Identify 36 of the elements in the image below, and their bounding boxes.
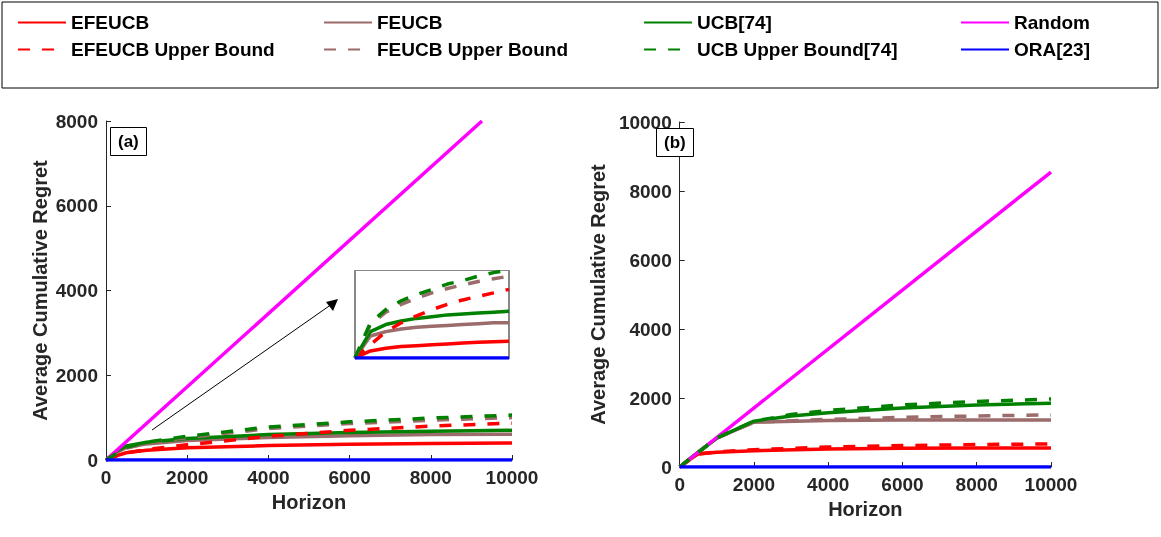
legend-label: UCB Upper Bound[74] xyxy=(697,39,898,60)
y-tick-label: 8000 xyxy=(629,180,672,202)
x-tick-label: 0 xyxy=(674,474,686,495)
y-tick-label: 4000 xyxy=(629,318,672,340)
legend-label: FEUCB xyxy=(377,12,443,33)
y-tick-label: 6000 xyxy=(55,195,98,217)
x-tick-label: 4000 xyxy=(247,467,290,488)
x-tick-label: 10000 xyxy=(1024,474,1078,495)
y-tick-label: 10000 xyxy=(618,111,672,133)
x-tick-label: 6000 xyxy=(328,467,371,488)
x-tick-label: 6000 xyxy=(881,474,924,495)
y-tick-label: 2000 xyxy=(55,364,98,386)
x-tick-label: 10000 xyxy=(485,467,539,488)
x-axis-title: Horizon xyxy=(271,491,347,513)
y-tick-label: 4000 xyxy=(55,280,98,301)
y-tick-label: 6000 xyxy=(629,249,672,271)
y-tick-label: 8000 xyxy=(55,110,98,132)
y-tick-label: 2000 xyxy=(629,387,672,409)
legend-label: UCB[74] xyxy=(697,12,772,33)
y-axis-title: Average Cumulative Regret xyxy=(587,163,609,425)
x-axis-title: Horizon xyxy=(828,498,903,520)
y-tick-label: 0 xyxy=(87,449,98,471)
legend-label: FEUCB Upper Bound xyxy=(377,39,569,60)
legend-label: EFEUCB Upper Bound xyxy=(71,39,275,60)
y-axis-title: Average Cumulative Regret xyxy=(29,159,51,421)
legend-label: ORA[23] xyxy=(1014,39,1091,60)
x-tick-label: 0 xyxy=(100,467,112,488)
text: (b) xyxy=(664,133,686,152)
x-tick-label: 8000 xyxy=(955,474,998,495)
x-tick-label: 4000 xyxy=(807,474,850,495)
legend-label: EFEUCB xyxy=(71,12,150,33)
x-tick-label: 2000 xyxy=(166,467,209,488)
x-tick-label: 8000 xyxy=(409,467,452,488)
legend-label: Random xyxy=(1014,12,1090,33)
text: (a) xyxy=(118,132,139,151)
x-tick-label: 2000 xyxy=(732,474,776,495)
